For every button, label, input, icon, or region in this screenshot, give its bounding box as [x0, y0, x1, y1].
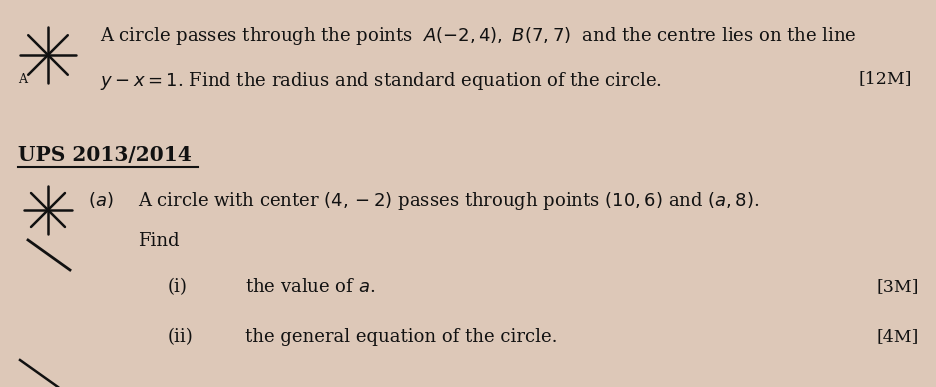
Text: A circle passes through the points  $A(-2,4),\ B(7,7)$  and the centre lies on t: A circle passes through the points $A(-2… — [100, 25, 856, 47]
Text: the general equation of the circle.: the general equation of the circle. — [245, 328, 558, 346]
Text: $y-x=1$. Find the radius and standard equation of the circle.: $y-x=1$. Find the radius and standard eq… — [100, 70, 662, 92]
Text: [4M]: [4M] — [877, 328, 919, 345]
Text: UPS 2013/2014: UPS 2013/2014 — [18, 145, 192, 165]
Text: Find: Find — [138, 232, 180, 250]
Text: (i): (i) — [168, 278, 188, 296]
Text: [3M]: [3M] — [877, 278, 919, 295]
Text: A: A — [18, 73, 27, 86]
Text: the value of $a$.: the value of $a$. — [245, 278, 375, 296]
Text: A circle with center $(4,-2)$ passes through points $(10, 6)$ and $(a,8)$.: A circle with center $(4,-2)$ passes thr… — [138, 190, 759, 212]
Text: $(a)$: $(a)$ — [88, 190, 113, 210]
Text: (ii): (ii) — [168, 328, 194, 346]
Text: [12M]: [12M] — [858, 70, 912, 87]
